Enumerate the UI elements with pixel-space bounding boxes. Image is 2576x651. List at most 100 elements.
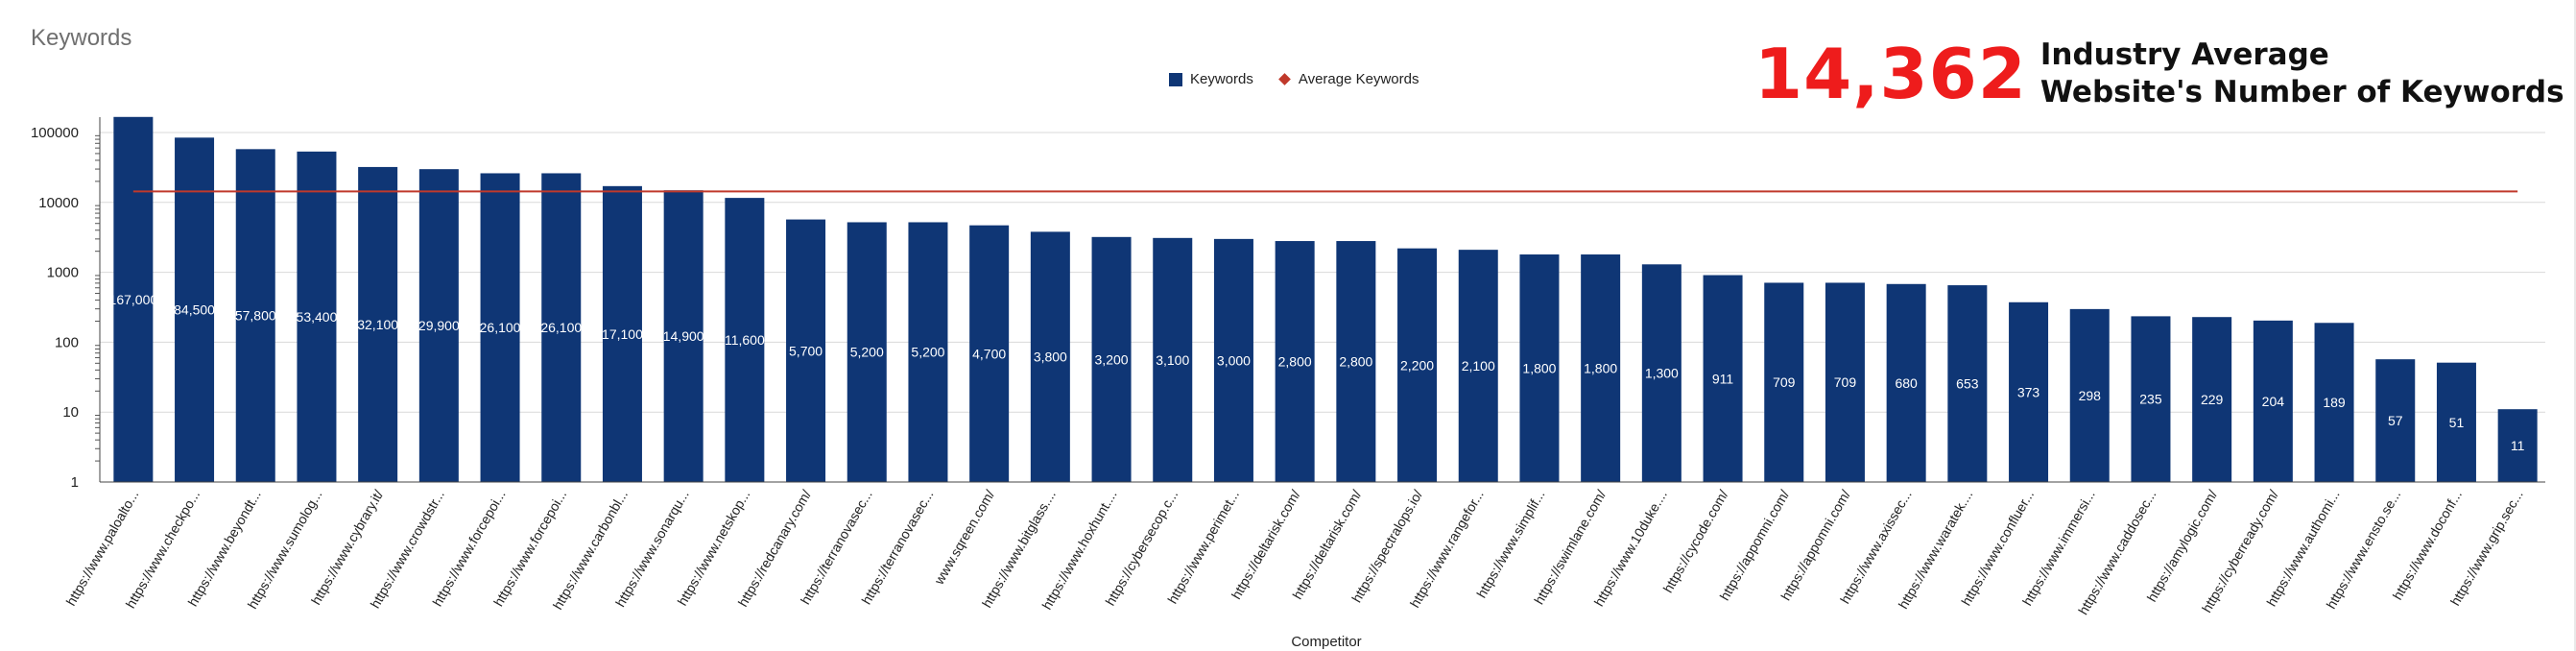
bar-keywords [2192,317,2232,482]
bar-keywords [1030,231,1070,482]
bar-keywords [1641,264,1682,482]
bar-data-label: 1,300 [1645,366,1679,381]
headline-caption: Industry Average Website's Number of Key… [2040,36,2564,111]
bar-keywords [663,190,704,482]
bar-keywords [2497,409,2538,482]
legend-item-keywords[interactable]: Keywords [1169,71,1253,87]
bar-data-label: 17,100 [602,326,643,342]
bar-data-label: 11 [2511,438,2525,453]
chart-legend: Keywords Average Keywords [1169,71,1443,87]
bar-data-label: 709 [1834,374,1857,390]
y-tick-label: 1 [71,474,79,491]
x-tick-label: https://cycode.com/ [1659,487,1730,595]
bar-data-label: 4,700 [972,346,1006,361]
bar-data-label: 1,800 [1584,361,1617,376]
bar-data-label: 189 [2323,395,2346,410]
bar-keywords [2436,362,2476,482]
bar-data-label: 298 [2079,388,2102,403]
bar-keywords [541,173,582,482]
bar-data-label: 3,200 [1095,351,1129,367]
bar-data-label: 1,800 [1522,361,1556,376]
x-tick-label: https://www.simplif... [1473,488,1547,601]
bar-keywords [1581,254,1621,482]
legend-item-average[interactable]: Average Keywords [1277,71,1419,87]
bar-data-label: 204 [2262,394,2285,409]
legend-label-average: Average Keywords [1298,71,1419,87]
bar-data-label: 29,900 [418,318,460,333]
bar-data-label: 2,800 [1339,354,1372,370]
bar-keywords [602,185,642,482]
bar-keywords [1091,236,1132,482]
bar-keywords [175,137,215,482]
card-title: Keywords [31,25,132,51]
x-tick-label: https://appomni.com/ [1717,487,1793,603]
bar-keywords [1519,254,1560,482]
x-tick-label: https://terranovasec... [858,487,936,607]
card-edge-divider [2574,0,2576,651]
bar-keywords [1397,248,1438,482]
legend-swatch-keywords [1169,72,1182,86]
bar-keywords [725,198,765,482]
bar-data-label: 26,100 [540,320,582,335]
bar-keywords [1764,282,1804,482]
bar-data-label: 53,400 [297,309,338,325]
bar-keywords [1213,238,1253,482]
bar-data-label: 5,700 [789,343,823,358]
bar-data-label: 26,100 [480,320,521,335]
bar-keywords [2314,323,2354,482]
headline-line-1: Industry Average [2039,37,2329,72]
bar-data-label: 653 [1956,376,1979,392]
bar-data-label: 57,800 [235,308,276,324]
bar-keywords [2253,320,2293,482]
bar-keywords [418,169,459,482]
bar-data-label: 3,000 [1217,352,1251,368]
bar-data-label: 3,100 [1156,352,1189,368]
x-tick-label: https://spectralops.io/ [1348,487,1425,605]
bar-keywords [113,116,154,482]
y-tick-label: 1000 [47,265,79,281]
bar-data-label: 680 [1895,375,1918,391]
bar-data-label: 14,900 [663,328,704,344]
bar-data-label: 2,200 [1400,357,1434,373]
bar-data-label: 167,000 [109,292,158,307]
bar-data-label: 57 [2388,413,2403,428]
bar-data-label: 2,100 [1462,358,1495,374]
x-tick-label: https://amylogic.com/ [2144,487,2221,604]
bar-data-label: 51 [2449,415,2465,430]
bar-data-label: 235 [2139,392,2162,407]
bar-keywords [2009,301,2049,482]
bar-keywords [1703,275,1743,482]
x-tick-label: www.sqreen.com/ [931,487,998,588]
bar-keywords [969,225,1010,483]
bar-keywords [1886,283,1926,482]
bar-data-label: 32,100 [357,317,398,332]
bar-data-label: 373 [2017,384,2040,399]
bar-data-label: 5,200 [911,345,944,360]
bar-keywords [2131,316,2171,482]
x-tick-label: https://www.10duke.... [1591,488,1670,610]
x-tick-label: https://deltarisk.com/ [1228,487,1303,601]
bar-data-label: 709 [1773,374,1796,390]
bar-keywords [358,166,398,482]
bar-data-label: 5,200 [850,345,884,360]
bar-keywords [297,151,337,482]
bar-keywords [1153,237,1193,482]
bar-keywords [908,222,948,482]
bar-keywords [786,219,826,482]
x-tick-label: https://www.perimet... [1164,488,1242,607]
y-tick-label: 100 [55,334,79,350]
x-tick-label: https://www.doconf... [2390,488,2465,603]
headline-stat: 14,362 Industry Average Website's Number… [1754,36,2564,111]
x-tick-label: https://www.axissec... [1837,487,1915,606]
x-axis-title: Competitor [1291,634,1361,650]
headline-value: 14,362 [1754,33,2027,114]
x-tick-label: https://www.grip.sec... [2447,488,2526,609]
y-tick-label: 10 [62,404,79,421]
bar-keywords [847,222,887,482]
bar-data-label: 84,500 [174,302,215,318]
bar-keywords [235,149,275,482]
bar-data-label: 2,800 [1278,354,1312,370]
bar-keywords [1947,285,1988,482]
bar-keywords [1336,241,1376,482]
